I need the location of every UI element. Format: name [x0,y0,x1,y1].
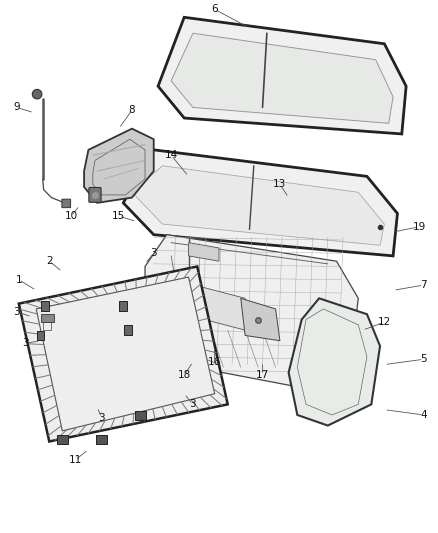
FancyBboxPatch shape [62,199,71,208]
Polygon shape [241,298,280,341]
Text: 17: 17 [256,370,269,380]
Text: 3: 3 [22,338,28,349]
FancyBboxPatch shape [119,302,127,311]
Text: 15: 15 [112,211,126,221]
Text: 2: 2 [46,256,53,266]
Text: 3: 3 [150,248,157,259]
Text: 14: 14 [165,150,178,160]
Polygon shape [171,33,393,123]
Text: 1: 1 [15,274,22,285]
FancyBboxPatch shape [124,325,131,335]
FancyBboxPatch shape [135,411,146,420]
Text: 4: 4 [420,410,427,420]
Text: 8: 8 [129,105,135,115]
Polygon shape [158,17,406,134]
Polygon shape [145,235,358,389]
Text: 3: 3 [98,413,105,423]
Polygon shape [19,266,228,441]
Text: 7: 7 [420,280,427,290]
Polygon shape [41,314,53,322]
Text: 3: 3 [190,399,196,409]
Polygon shape [132,166,385,245]
Text: 19: 19 [413,222,426,232]
Text: 18: 18 [177,370,191,380]
Text: 16: 16 [208,357,221,367]
Polygon shape [188,243,219,261]
Text: 6: 6 [212,4,218,14]
Polygon shape [84,128,154,203]
Text: 11: 11 [69,455,82,465]
FancyBboxPatch shape [96,434,107,444]
FancyBboxPatch shape [37,330,45,340]
Text: 10: 10 [64,211,78,221]
Ellipse shape [32,90,42,99]
Text: 13: 13 [273,179,286,189]
Polygon shape [123,150,397,256]
Text: 12: 12 [378,317,391,327]
Text: 9: 9 [13,102,20,112]
Text: 3: 3 [13,306,20,317]
FancyBboxPatch shape [57,434,68,444]
FancyBboxPatch shape [89,188,101,203]
Polygon shape [289,298,380,425]
Polygon shape [184,282,245,330]
FancyBboxPatch shape [41,302,49,311]
Text: 5: 5 [420,354,427,364]
